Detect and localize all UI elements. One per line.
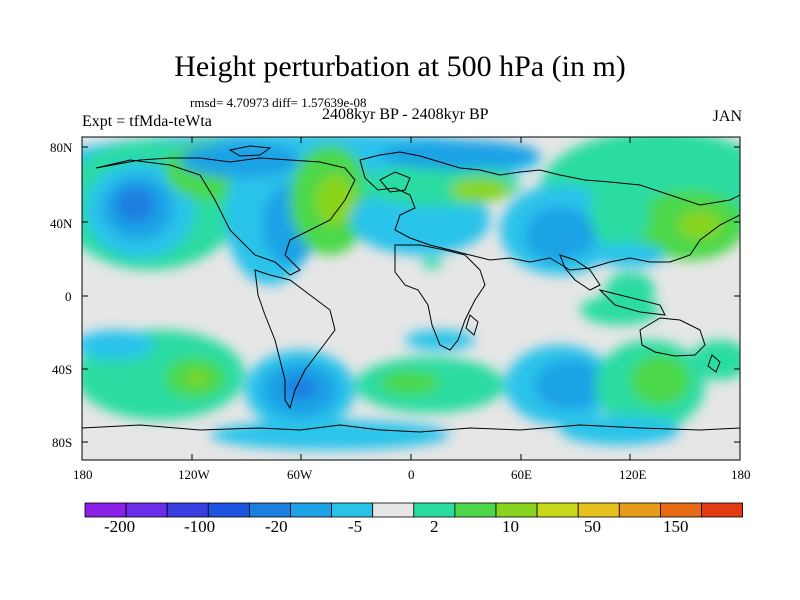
lon-tick-180w: 180 bbox=[73, 467, 93, 482]
lat-tick-80s: 80S bbox=[52, 435, 73, 450]
axis-ticks bbox=[81, 137, 741, 460]
stats-text: rmsd= 4.70973 diff= 1.57639e-08 bbox=[190, 95, 367, 110]
colorbar-swatch bbox=[536, 502, 579, 518]
colorbar-swatch bbox=[331, 502, 374, 518]
lat-tick-40n: 40N bbox=[50, 216, 73, 231]
lat-tick-80n: 80N bbox=[50, 140, 73, 155]
colorbar-swatch bbox=[413, 502, 456, 518]
colorbar-swatch bbox=[495, 502, 538, 518]
colorbar-label: 50 bbox=[584, 517, 601, 536]
lat-tick-0: 0 bbox=[65, 289, 72, 304]
colorbar-label: -5 bbox=[348, 517, 363, 536]
colorbar-swatch bbox=[454, 502, 497, 518]
colorbar-label: -100 bbox=[184, 517, 216, 536]
colorbar-swatch bbox=[618, 502, 661, 518]
colorbar-label: 10 bbox=[502, 517, 519, 536]
coastlines bbox=[82, 145, 740, 433]
colorbar-swatch bbox=[207, 502, 250, 518]
colorbar-swatch bbox=[166, 502, 209, 518]
colorbar-swatch bbox=[372, 502, 415, 518]
month-label: JAN bbox=[712, 108, 742, 125]
height-field bbox=[82, 137, 740, 460]
colorbar-label: -20 bbox=[265, 517, 288, 536]
colorbar-label: 2 bbox=[430, 517, 439, 536]
colorbar-swatch bbox=[84, 502, 127, 518]
experiment-label: Expt = tfMda-teWta bbox=[82, 113, 212, 130]
map-title: Height perturbation at 500 hPa (in m) bbox=[174, 50, 626, 83]
colorbar-swatch bbox=[660, 502, 702, 518]
period-text: 2408kyr BP - 2408kyr BP bbox=[322, 106, 489, 123]
lon-tick-60w: 60W bbox=[287, 467, 313, 482]
colorbar-swatch bbox=[290, 502, 332, 518]
colorbar-swatch bbox=[701, 502, 743, 518]
lon-tick-0: 0 bbox=[408, 467, 415, 482]
colorbar-label: -200 bbox=[104, 517, 136, 536]
lon-tick-180e: 180 bbox=[731, 467, 751, 482]
lon-tick-120w: 120W bbox=[178, 467, 210, 482]
colorbar bbox=[84, 502, 743, 518]
lon-tick-120e: 120E bbox=[619, 467, 647, 482]
colorbar-label: 150 bbox=[663, 517, 689, 536]
colorbar-swatch bbox=[577, 502, 620, 518]
lon-tick-60e: 60E bbox=[511, 467, 532, 482]
lat-tick-40s: 40S bbox=[52, 362, 73, 377]
colorbar-swatch bbox=[125, 502, 168, 518]
colorbar-swatch bbox=[248, 502, 291, 518]
